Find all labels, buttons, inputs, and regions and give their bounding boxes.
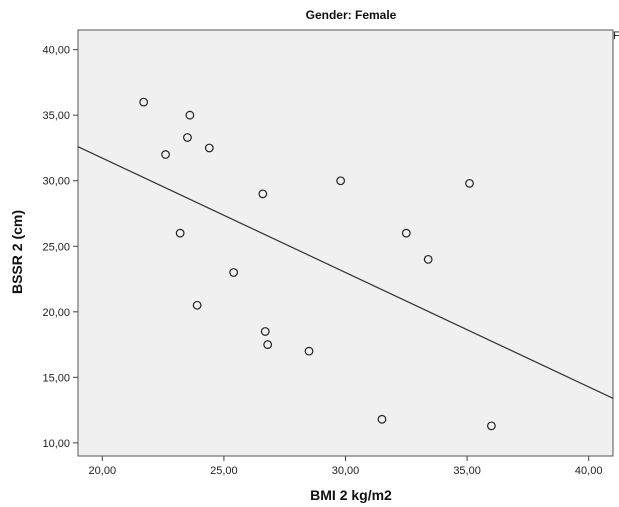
data-point	[487, 421, 496, 431]
data-point	[260, 327, 270, 336]
y-axis-title: BSSR 2 (cm)	[9, 210, 25, 294]
y-tick-label: 10,00	[42, 438, 70, 450]
data-point	[377, 414, 387, 424]
data-point	[204, 143, 214, 153]
y-tick-label: 15,00	[42, 372, 70, 384]
data-point	[263, 340, 273, 349]
data-point	[336, 176, 346, 186]
y-tick-label: 40,00	[42, 45, 70, 57]
data-point	[139, 97, 149, 107]
y-tick-label: 35,00	[42, 110, 70, 122]
y-tick-label: 20,00	[42, 307, 70, 319]
x-tick-label: 40,00	[575, 465, 603, 477]
x-axis: 20,00 25,00 30,00 35,00 40,00	[89, 456, 603, 477]
data-point	[229, 268, 239, 277]
x-tick-label: 25,00	[210, 465, 238, 477]
x-tick-label: 20,00	[89, 465, 117, 477]
data-point	[465, 178, 474, 188]
data-point	[258, 189, 268, 199]
corner-mark: F	[613, 30, 619, 42]
x-tick-label: 35,00	[453, 465, 481, 477]
fit-line-group	[77, 146, 614, 399]
data-points	[139, 97, 496, 431]
data-point	[423, 254, 433, 264]
data-point	[304, 346, 314, 356]
y-tick-label: 30,00	[42, 176, 70, 188]
data-point	[401, 228, 411, 238]
y-tick-label: 25,00	[42, 241, 70, 253]
x-axis-title: BMI 2 kg/m2	[310, 487, 392, 503]
data-point	[161, 150, 170, 159]
data-point	[183, 133, 192, 142]
data-point	[192, 300, 202, 310]
data-point	[185, 110, 195, 120]
chart-title: Gender: Female	[306, 8, 397, 22]
x-tick-label: 30,00	[332, 465, 360, 477]
y-axis: 10,00 15,00 20,00 25,00 30,00 35,00 40,00	[42, 45, 78, 450]
fit-line	[77, 146, 614, 399]
data-point	[175, 228, 185, 238]
plot-area	[77, 29, 614, 457]
